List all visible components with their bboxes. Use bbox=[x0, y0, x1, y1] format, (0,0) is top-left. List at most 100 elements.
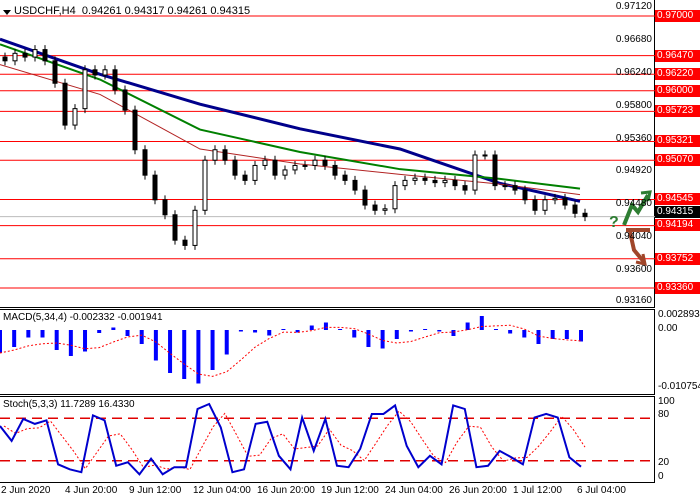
macd-title: MACD(5,34,4) -0.002332 -0.001941 bbox=[3, 312, 163, 323]
time-tick-label: 12 Jun 04:00 bbox=[193, 485, 251, 496]
level-label: 0.94194 bbox=[655, 219, 700, 231]
time-tick-label: 16 Jun 20:00 bbox=[257, 485, 315, 496]
candle bbox=[142, 149, 148, 176]
macd-bar bbox=[338, 329, 343, 330]
macd-bar bbox=[380, 330, 385, 349]
macd-panel[interactable]: MACD(5,34,4) -0.002332 -0.001941 bbox=[0, 309, 655, 395]
candle bbox=[492, 154, 498, 187]
macd-bar bbox=[281, 329, 286, 330]
price-tick-label: 0.94920 bbox=[615, 165, 652, 177]
macd-bar bbox=[423, 329, 428, 330]
candle bbox=[282, 169, 288, 176]
price-tick-label: 0.95360 bbox=[615, 132, 652, 144]
macd-signal-line bbox=[0, 324, 582, 377]
macd-bar bbox=[97, 330, 102, 333]
level-label: 0.94545 bbox=[655, 193, 700, 206]
candle bbox=[222, 149, 228, 161]
candle bbox=[212, 149, 218, 161]
macd-bar bbox=[26, 330, 31, 338]
level-label: 0.96000 bbox=[655, 84, 700, 97]
candle bbox=[312, 159, 318, 166]
candle bbox=[522, 189, 528, 201]
stochastic-panel[interactable]: Stoch(5,3,3) 11.7289 16.4330 bbox=[0, 396, 655, 483]
macd-bar bbox=[479, 316, 484, 330]
macd-tick-label: 0.00 bbox=[658, 323, 678, 334]
macd-bar bbox=[550, 330, 555, 339]
macd-bar bbox=[309, 325, 314, 330]
candle bbox=[422, 177, 428, 181]
time-tick-label: 6 Jul 04:00 bbox=[577, 485, 626, 496]
macd-bar bbox=[40, 330, 45, 338]
macd-bar bbox=[68, 330, 73, 356]
stoch-tick-label: 20 bbox=[658, 457, 670, 468]
macd-bar bbox=[465, 322, 470, 330]
candle bbox=[322, 159, 328, 166]
candle bbox=[572, 204, 578, 214]
candle bbox=[52, 60, 58, 84]
candle bbox=[92, 69, 98, 76]
price-tick-label: 0.95800 bbox=[615, 99, 652, 111]
stoch-tick-label: 80 bbox=[658, 409, 670, 420]
symbol-label: USDCHF,H4 bbox=[14, 5, 76, 17]
macd-bar bbox=[366, 330, 371, 347]
candle bbox=[2, 56, 8, 62]
macd-bar bbox=[536, 330, 541, 344]
candle bbox=[332, 164, 338, 176]
macd-bar bbox=[12, 330, 17, 347]
candle bbox=[42, 49, 48, 62]
candle bbox=[192, 209, 198, 246]
level-label: 0.96220 bbox=[655, 68, 700, 81]
stochastic-chart bbox=[0, 402, 655, 476]
macd-bar bbox=[352, 330, 357, 338]
moving-average-line bbox=[0, 64, 581, 196]
macd-bar bbox=[508, 330, 513, 334]
price-chart-panel[interactable]: USDCHF,H4 0.94261 0.94317 0.94261 0.9431… bbox=[0, 0, 655, 308]
macd-bar bbox=[323, 322, 328, 330]
macd-bar bbox=[196, 330, 201, 384]
candle bbox=[242, 174, 248, 181]
candle bbox=[262, 159, 268, 166]
macd-bar bbox=[267, 330, 272, 336]
macd-bar bbox=[238, 330, 243, 332]
macd-bar bbox=[253, 330, 258, 333]
moving-average-line bbox=[0, 43, 581, 190]
candle bbox=[12, 52, 18, 62]
macd-bar bbox=[564, 330, 569, 339]
time-tick-label: 9 Jun 12:00 bbox=[129, 485, 182, 496]
candle bbox=[162, 199, 168, 216]
stoch-signal-line bbox=[3, 410, 586, 471]
stoch-tick-label: 0 bbox=[658, 471, 664, 482]
candle bbox=[472, 154, 478, 191]
time-tick-label: 24 Jun 04:00 bbox=[385, 485, 443, 496]
price-tick-label: 0.96240 bbox=[615, 66, 652, 78]
macd-bar bbox=[0, 330, 2, 353]
price-tick-label: 0.94480 bbox=[615, 198, 652, 210]
macd-bar bbox=[139, 330, 144, 344]
stoch-main-line bbox=[0, 402, 582, 476]
candle bbox=[112, 69, 118, 91]
stoch-tick-label: 100 bbox=[658, 396, 675, 407]
time-tick-label: 2 Jun 2020 bbox=[1, 485, 51, 496]
candle bbox=[72, 108, 78, 126]
candle bbox=[462, 185, 468, 191]
candle bbox=[362, 189, 368, 206]
macd-bar bbox=[522, 330, 527, 338]
price-chart bbox=[0, 15, 655, 289]
level-label: 0.95723 bbox=[655, 105, 700, 118]
candle bbox=[452, 179, 458, 187]
candle bbox=[512, 185, 518, 191]
moving-average-line bbox=[0, 37, 581, 203]
macd-bar bbox=[394, 330, 399, 339]
ohlc-readout: 0.94261 0.94317 0.94261 0.94315 bbox=[81, 5, 251, 17]
macd-bar bbox=[451, 330, 456, 336]
macd-bar bbox=[408, 330, 413, 332]
macd-tick-label: -0.010754 bbox=[658, 381, 700, 392]
macd-bar bbox=[579, 330, 583, 342]
macd-bar bbox=[111, 327, 116, 330]
macd-bar bbox=[54, 330, 59, 350]
candle bbox=[532, 199, 538, 211]
symbol-dropdown-icon[interactable] bbox=[3, 10, 11, 15]
candle bbox=[292, 164, 298, 171]
macd-bar bbox=[83, 330, 88, 352]
candle bbox=[82, 69, 88, 110]
